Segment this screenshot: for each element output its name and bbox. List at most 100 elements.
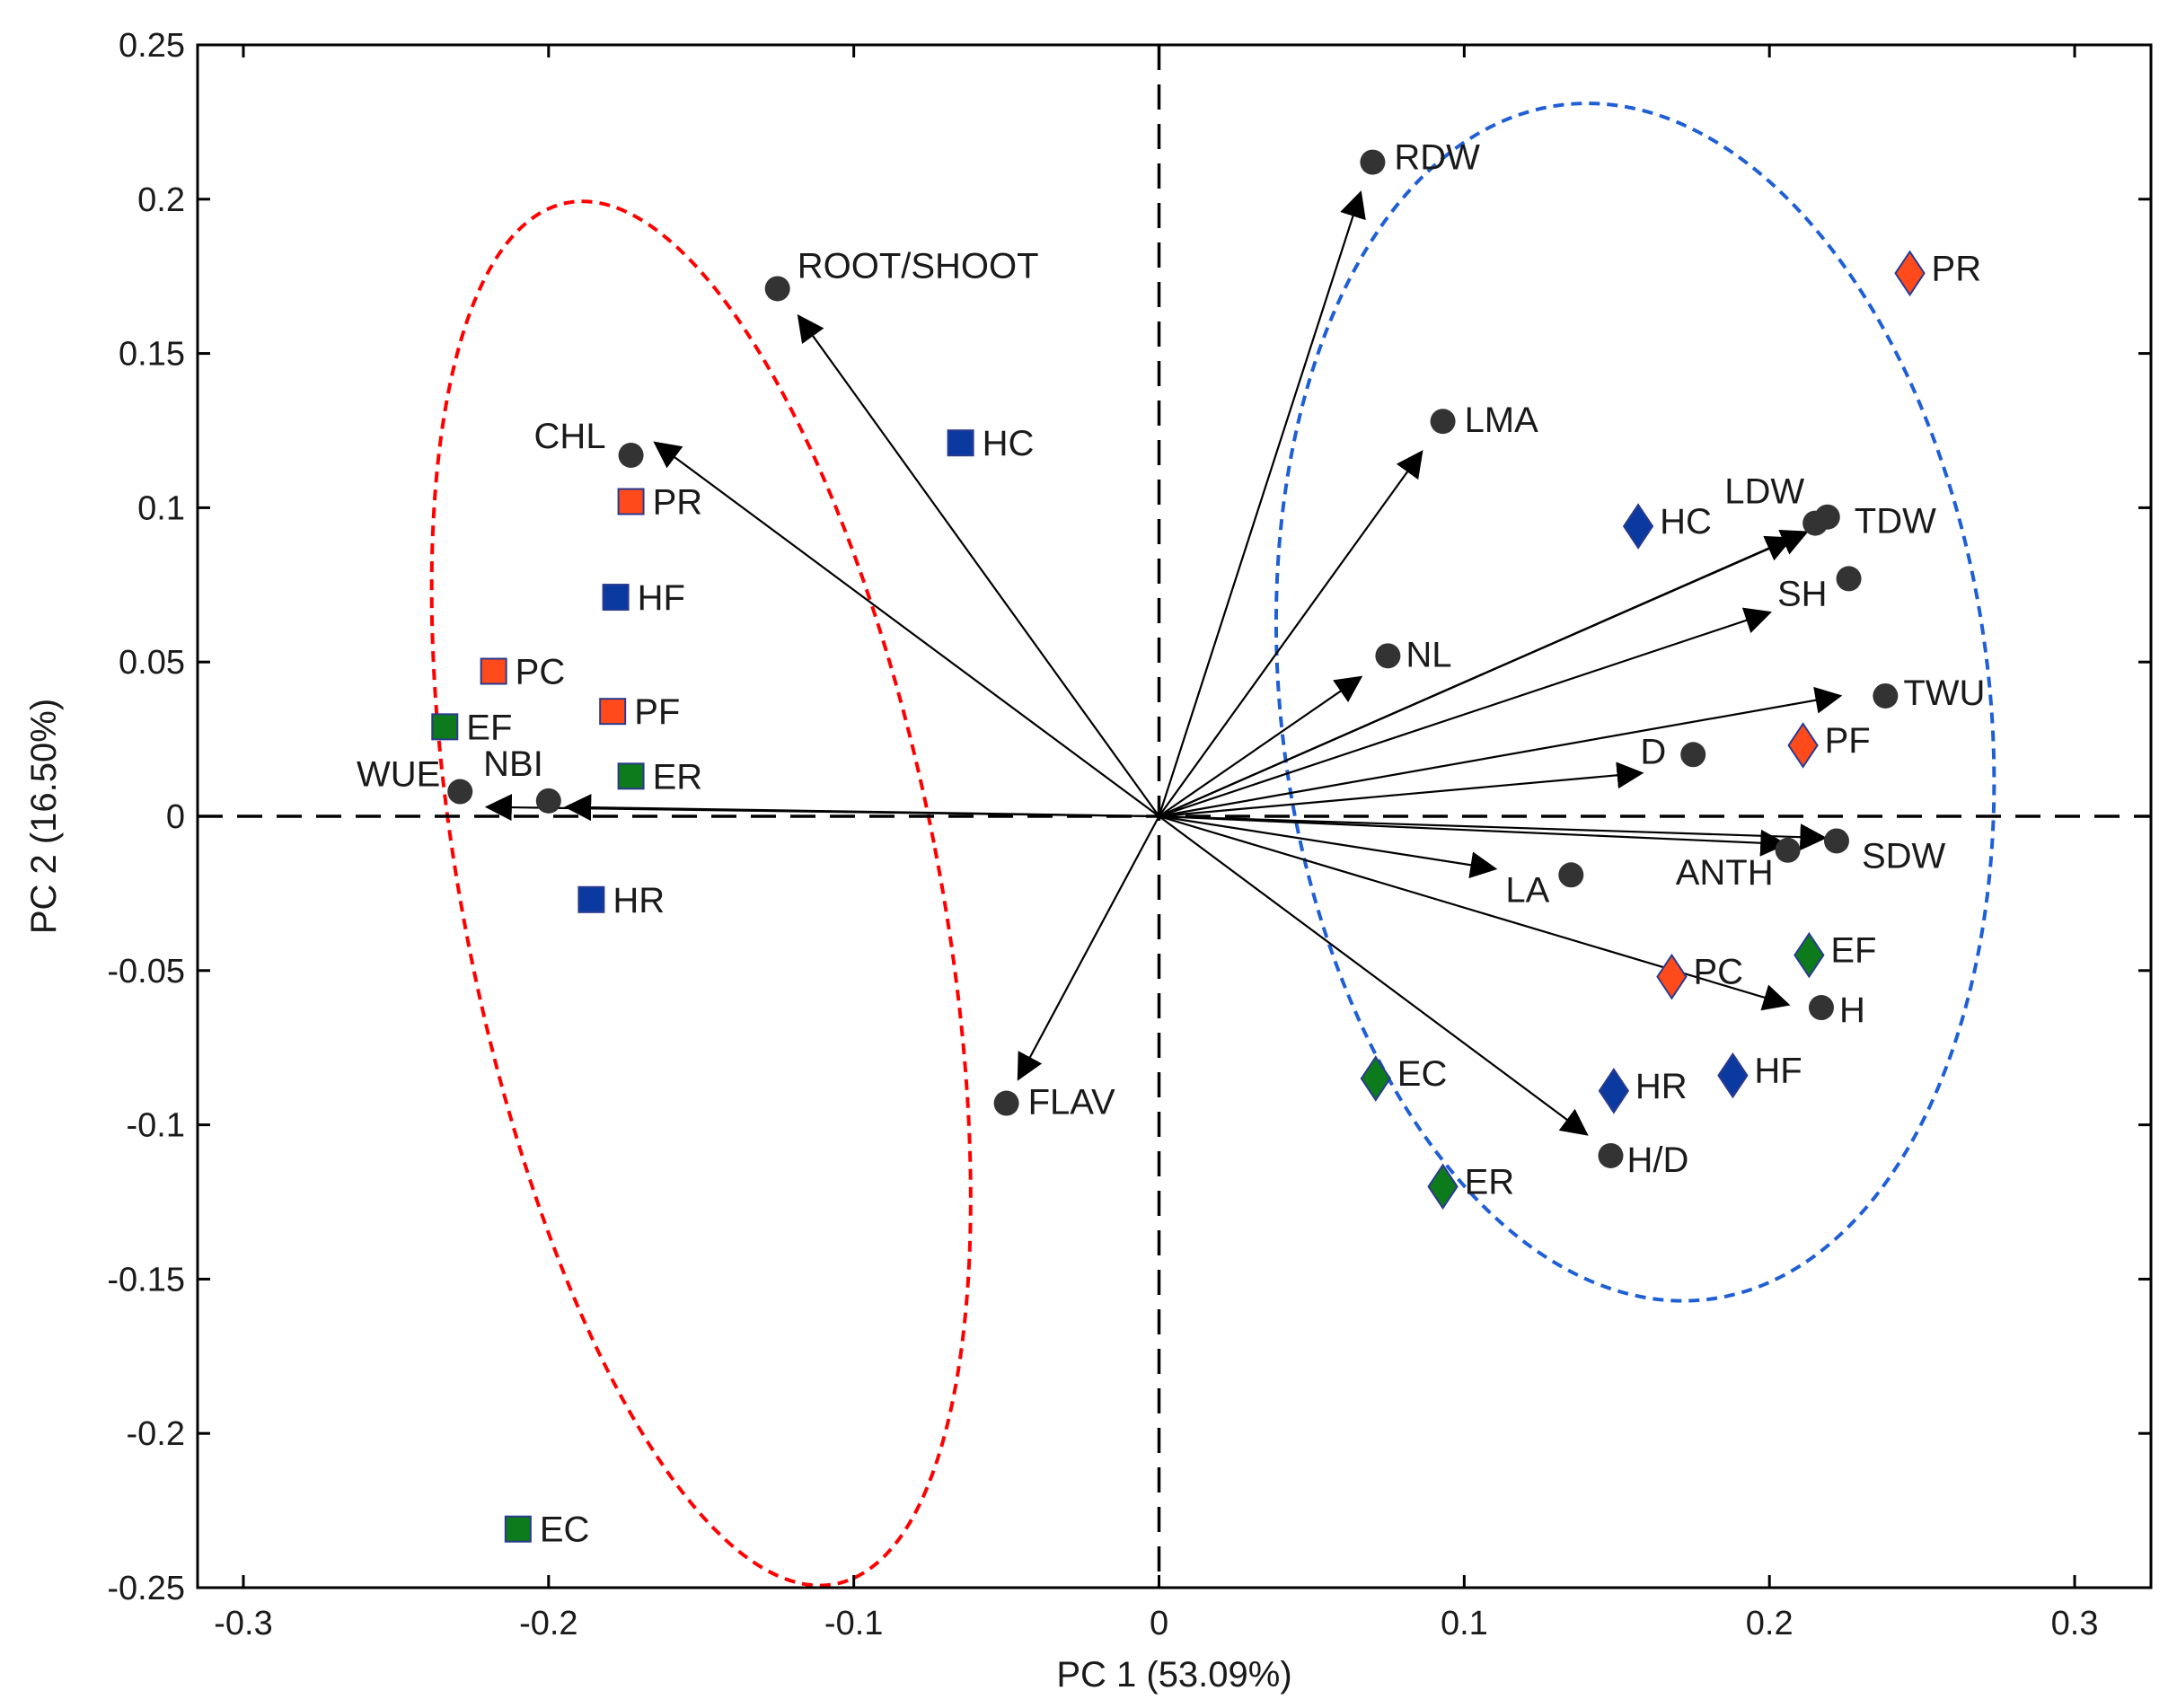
x-tick-label: 0.1 [1441,1605,1488,1642]
square-marker-ef [431,713,459,741]
variable-label-chl: CHL [534,417,606,456]
y-tick-label: -0.1 [127,1107,185,1145]
ellipse-red-group [429,199,973,1588]
variable-point-sdw [1823,828,1849,854]
loading-arrow-tdw [1159,530,1809,818]
variable-label-flav: FLAV [1028,1083,1115,1123]
variable-label-la: LA [1505,870,1549,910]
variable-point-lma [1430,409,1456,435]
variable-label-h-d: H/D [1626,1140,1688,1180]
y-tick-label: 0.05 [119,644,185,682]
axes: PC 1 (53.09%) PC 2 (16.50%) -0.3 -0.2 -0.1… [24,27,2151,1695]
square-label-hf: HF [638,578,685,618]
loading-arrows [484,190,1843,1136]
square-marker-pc [480,657,507,685]
variable-label-sdw: SDW [1862,836,1946,876]
diamond-marker-er [1427,1163,1459,1211]
square-label-ef: EF [466,708,512,747]
variable-point-twu [1873,682,1899,709]
y-tick-label: -0.05 [107,953,185,990]
diamond-label-ef: EF [1830,931,1876,971]
variable-point-h-d [1598,1142,1624,1168]
y-tick-label: 0.2 [137,181,185,219]
square-label-pr: PR [653,483,703,523]
diamond-label-pr: PR [1932,249,1982,288]
variable-point-la [1558,862,1584,888]
diamond-label-hr: HR [1635,1067,1688,1106]
variable-point-sh [1836,566,1862,592]
square-label-ec: EC [540,1510,590,1550]
group-ellipses [429,101,1996,1588]
data-points [431,149,1926,1543]
loading-arrow-d [1159,762,1644,818]
square-marker-hr [577,885,605,913]
loading-arrow-root-shoot [797,313,1160,817]
x-tick-label: -0.3 [214,1605,272,1642]
variable-label-nl: NL [1406,635,1451,674]
y-tick-label: 0.25 [119,27,185,65]
loading-arrow-twu [1159,686,1843,818]
loading-arrow-la [1159,814,1498,879]
diamond-label-hf: HF [1754,1052,1802,1091]
loading-arrow-rdw [1158,190,1366,817]
loading-arrow-h-d [1158,815,1589,1136]
square-label-pf: PF [634,692,680,732]
diamond-marker-pf [1787,722,1819,769]
diamond-label-pc: PC [1693,953,1743,992]
variable-point-rdw [1360,149,1386,175]
point-labels: ROOT/SHOOT CHL WUE NBI FLAV RDW LMA NL LDW TDW SH T… [357,138,1985,1550]
variable-label-h: H [1839,990,1865,1030]
square-label-hr: HR [613,881,665,920]
diamond-marker-pc [1656,953,1688,1000]
square-marker-er [617,762,645,790]
diamond-label-ec: EC [1397,1054,1448,1094]
loading-arrow-nl [1158,675,1363,817]
y-tick-label: 0.1 [137,489,185,527]
variable-point-flav [993,1090,1019,1116]
ellipse-blue-group [1274,101,1996,1303]
variable-point-nbi [535,788,561,814]
variable-label-twu: TWU [1903,674,1985,713]
square-label-hc: HC [983,424,1035,463]
variable-point-wue [447,779,473,805]
square-label-er: ER [653,757,703,797]
x-tick-label: -0.1 [824,1605,883,1642]
square-marker-hc [947,429,974,457]
square-marker-ec [504,1515,532,1543]
y-tick-label: -0.15 [107,1261,185,1299]
diamond-marker-hr [1598,1067,1630,1114]
variable-label-rdw: RDW [1394,138,1480,178]
y-tick-label: 0.15 [119,336,185,374]
loading-arrow-chl [653,441,1160,817]
diamond-marker-hc [1622,503,1654,550]
variable-label-nbi: NBI [483,744,543,784]
x-tick-label: 0 [1150,1605,1168,1642]
loading-arrow-sdw [1159,814,1828,851]
variable-label-ldw: LDW [1724,472,1804,512]
loading-arrow-flav [1017,815,1160,1081]
square-marker-hf [602,584,630,612]
variable-label-anth: ANTH [1676,853,1774,893]
variable-point-chl [618,442,644,468]
loading-arrow-anth [1159,814,1788,857]
variable-label-lma: LMA [1465,401,1539,440]
loading-arrow-sh [1159,607,1773,818]
x-tick-label: 0.2 [1746,1605,1794,1642]
variable-label-wue: WUE [357,755,440,795]
square-marker-pf [599,698,627,726]
loading-arrow-nbi [564,794,1159,822]
y-tick-label: -0.25 [107,1570,185,1607]
square-marker-pr [617,488,645,515]
variable-label-tdw: TDW [1855,502,1936,541]
variable-label-d: D [1640,732,1666,771]
diamond-label-pf: PF [1825,721,1871,761]
y-axis-title: PC 2 (16.50%) [24,699,64,934]
loading-arrow-lma [1158,450,1423,817]
variable-point-h [1808,995,1834,1021]
variable-label-root-shoot: ROOT/SHOOT [798,246,1039,286]
diamond-marker-ef [1794,931,1825,979]
y-tick-label: -0.2 [127,1415,185,1453]
variable-label-sh: SH [1777,574,1828,613]
variable-point-tdw [1814,504,1840,530]
